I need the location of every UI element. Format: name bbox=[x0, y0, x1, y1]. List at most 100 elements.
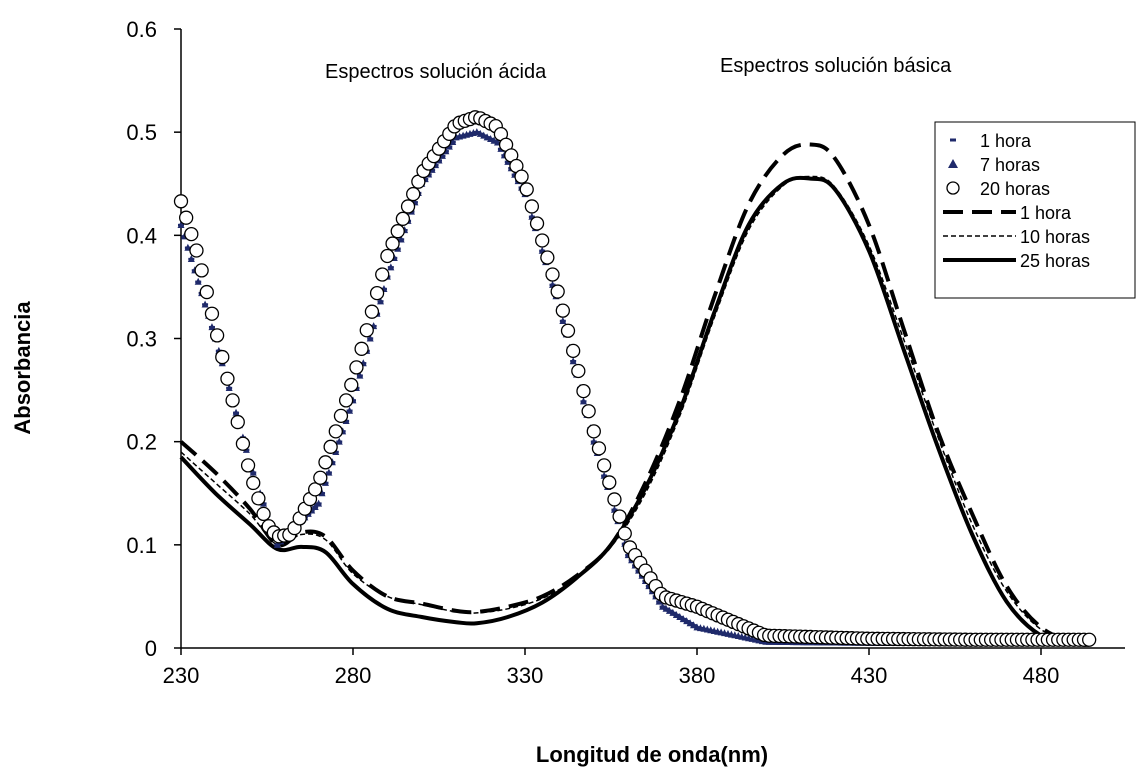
x-tick-label: 230 bbox=[163, 663, 200, 688]
x-tick-label: 380 bbox=[679, 663, 716, 688]
x-ticks: 230 280 330 380 430 480 bbox=[163, 648, 1060, 688]
data-point-triangle bbox=[346, 406, 354, 414]
data-point-circle bbox=[338, 393, 354, 408]
data-point-triangle bbox=[659, 602, 667, 610]
x-tick-label: 430 bbox=[851, 663, 888, 688]
legend-label: 7 horas bbox=[980, 155, 1040, 175]
data-point-triangle bbox=[665, 606, 673, 614]
data-point-triangle bbox=[569, 357, 577, 365]
y-axis-title: Absorbancia bbox=[10, 301, 35, 435]
series-line bbox=[179, 175, 1090, 647]
data-point-circle bbox=[333, 408, 349, 424]
data-point-circle bbox=[344, 377, 359, 393]
legend-label: 20 horas bbox=[980, 179, 1050, 199]
data-point-triangle bbox=[225, 384, 233, 392]
legend-item: 1 hora bbox=[943, 203, 1072, 223]
data-point-triangle bbox=[559, 316, 567, 324]
data-point-circle bbox=[586, 424, 601, 439]
data-point-triangle bbox=[315, 499, 323, 507]
data-point-circle bbox=[354, 341, 369, 356]
data-point-triangle bbox=[669, 608, 677, 616]
data-point-circle bbox=[555, 303, 570, 318]
data-point-triangle bbox=[187, 255, 195, 263]
data-point-circle bbox=[349, 360, 364, 375]
data-point-circle bbox=[225, 393, 240, 408]
data-point-circle bbox=[256, 506, 271, 522]
data-point-circle bbox=[571, 363, 586, 379]
series-layer bbox=[173, 110, 1097, 647]
data-point-triangle bbox=[387, 263, 395, 271]
data-point-circle bbox=[220, 371, 235, 386]
data-point-circle bbox=[591, 441, 607, 456]
data-point-circle bbox=[313, 470, 328, 485]
data-point-triangle bbox=[208, 323, 216, 331]
data-point-circle bbox=[385, 236, 400, 251]
data-point-circle bbox=[529, 216, 545, 231]
data-point-circle bbox=[550, 284, 565, 299]
data-point-circle bbox=[189, 243, 204, 258]
data-point-triangle bbox=[655, 597, 663, 605]
legend-label: 1 hora bbox=[980, 131, 1032, 151]
data-point-circle bbox=[308, 482, 323, 497]
legend-label: 1 hora bbox=[1020, 203, 1072, 223]
data-point-circle bbox=[251, 491, 266, 506]
data-point-circle bbox=[246, 475, 261, 491]
data-point-circle bbox=[240, 458, 256, 473]
y-tick-label: 0.4 bbox=[126, 223, 157, 248]
y-tick-label: 0 bbox=[145, 636, 157, 661]
y-tick-label: 0.2 bbox=[126, 430, 157, 455]
legend-item: 20 horas bbox=[946, 179, 1050, 199]
data-point-triangle bbox=[194, 277, 202, 285]
data-point-circle bbox=[519, 182, 534, 197]
legend-item: 25 horas bbox=[943, 251, 1090, 271]
y-tick-label: 0.3 bbox=[126, 327, 157, 352]
data-point-circle bbox=[602, 475, 617, 490]
data-point-triangle bbox=[249, 468, 257, 476]
series-line bbox=[179, 142, 1090, 647]
data-point-circle bbox=[230, 414, 245, 430]
data-point-triangle bbox=[679, 615, 687, 623]
data-point-circle bbox=[514, 169, 529, 184]
series-3 bbox=[173, 110, 1097, 647]
x-tick-label: 330 bbox=[507, 663, 544, 688]
legend-item: 7 horas bbox=[948, 155, 1040, 175]
data-point-circle bbox=[545, 267, 560, 282]
acid-spectra-annotation: Espectros solución ácida bbox=[325, 61, 547, 83]
data-point-circle bbox=[364, 304, 380, 319]
data-point-triangle bbox=[676, 613, 684, 621]
data-point-circle bbox=[540, 250, 555, 265]
x-tick-label: 280 bbox=[335, 663, 372, 688]
data-point-circle bbox=[581, 404, 596, 419]
data-point-circle bbox=[1082, 632, 1097, 647]
data-point-triangle bbox=[177, 221, 185, 229]
data-point-circle bbox=[199, 284, 214, 300]
x-axis-title: Longitud de onda(nm) bbox=[536, 742, 768, 767]
data-point-circle bbox=[173, 194, 189, 209]
x-tick-label: 480 bbox=[1023, 663, 1060, 688]
data-point-triangle bbox=[397, 235, 405, 243]
legend: 1 hora 7 horas 20 horas 1 hora 10 horas 25 ho… bbox=[934, 121, 1136, 299]
data-point-circle bbox=[395, 211, 411, 226]
data-point-triangle bbox=[662, 604, 670, 612]
data-point-circle bbox=[318, 455, 333, 470]
data-point-triangle bbox=[377, 297, 385, 305]
y-ticks: 0 0.1 0.2 0.3 0.4 0.5 0.6 bbox=[126, 17, 181, 661]
data-point-circle bbox=[596, 458, 612, 473]
data-point-circle bbox=[369, 285, 385, 301]
data-point-triangle bbox=[335, 437, 343, 445]
data-point-circle bbox=[235, 436, 251, 451]
data-point-triangle bbox=[232, 408, 240, 416]
legend-item: 1 hora bbox=[950, 131, 1032, 151]
basic-spectra-annotation: Espectros solución básica bbox=[720, 55, 952, 77]
data-point-triangle bbox=[325, 468, 333, 476]
data-point-circle bbox=[390, 224, 405, 239]
legend-item: 10 horas bbox=[943, 227, 1090, 247]
series-6 bbox=[179, 175, 1090, 647]
legend-label: 10 horas bbox=[1020, 227, 1090, 247]
data-point-circle bbox=[524, 199, 540, 214]
data-point-circle bbox=[535, 233, 550, 248]
data-point-triangle bbox=[201, 300, 209, 308]
data-point-circle bbox=[184, 226, 199, 242]
data-point-circle bbox=[560, 323, 576, 338]
